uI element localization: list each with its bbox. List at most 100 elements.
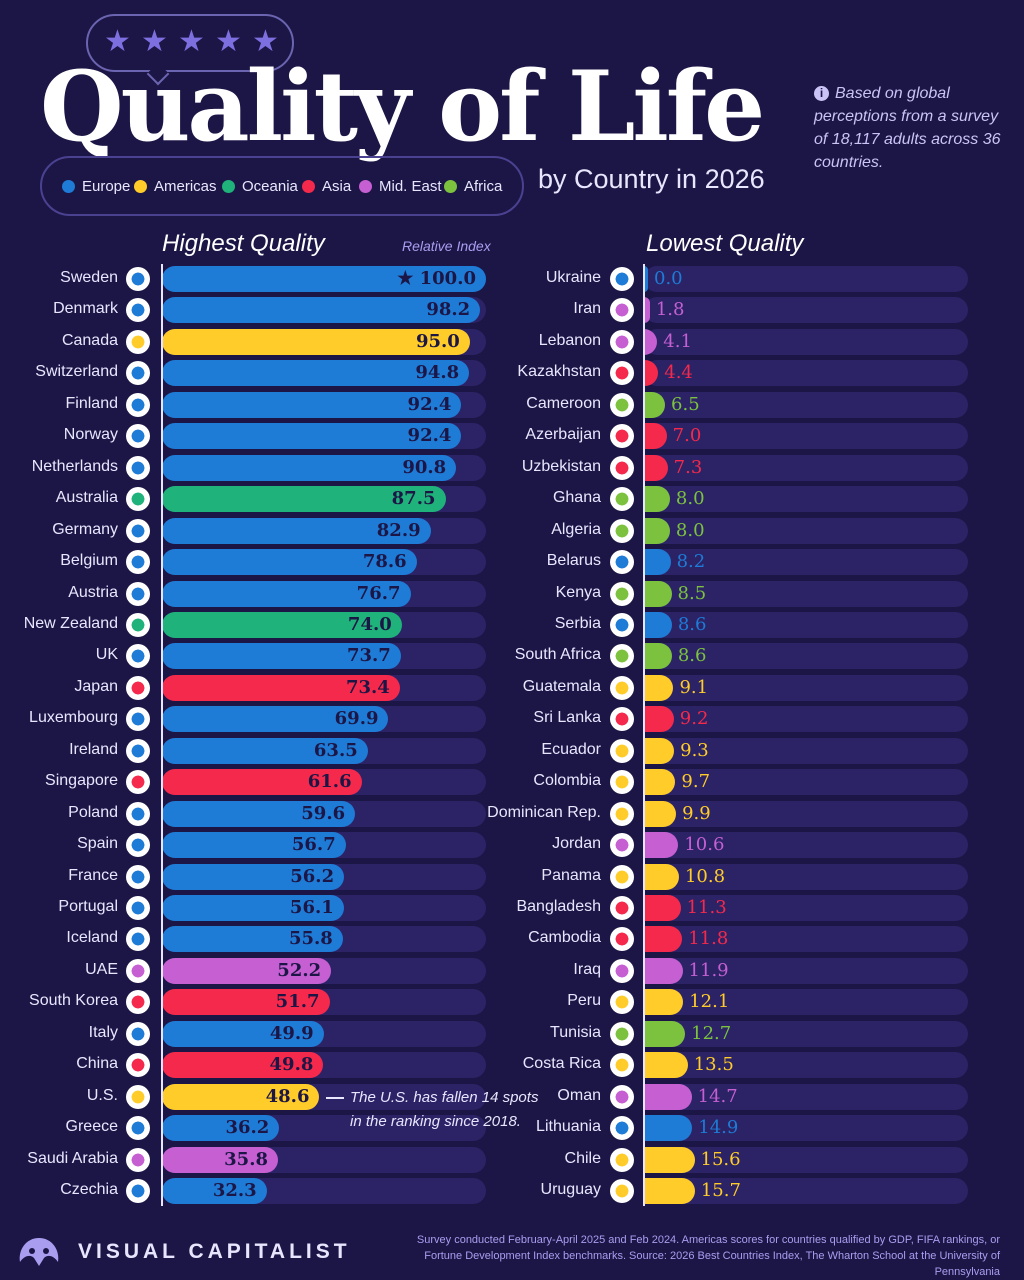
value-label-belarus: 8.2 bbox=[676, 551, 706, 573]
country-label-colombia: Colombia bbox=[533, 772, 601, 790]
country-label-poland: Poland bbox=[68, 803, 118, 821]
value-label-poland: 59.6 bbox=[301, 802, 346, 824]
value-label-new-zealand: 74.0 bbox=[347, 613, 392, 635]
value-label-kazakhstan: 4.4 bbox=[664, 362, 693, 384]
flag-icon bbox=[126, 707, 150, 732]
value-label-peru: 12.1 bbox=[689, 991, 730, 1013]
flag-icon bbox=[610, 1116, 634, 1141]
country-label-tunisia: Tunisia bbox=[550, 1023, 601, 1041]
flag-icon bbox=[610, 424, 634, 449]
flag-icon bbox=[610, 298, 634, 323]
bar-track bbox=[644, 1083, 968, 1110]
bar-algeria bbox=[644, 517, 670, 544]
bar-track bbox=[644, 832, 968, 859]
value-label-ghana: 8.0 bbox=[675, 488, 705, 510]
value-label-austria: 76.7 bbox=[356, 582, 401, 604]
flag-icon bbox=[610, 361, 634, 386]
flag-icon bbox=[126, 487, 150, 512]
flag-icon bbox=[610, 833, 634, 858]
value-label-saudi-arabia: 35.8 bbox=[224, 1148, 268, 1170]
bar-track bbox=[644, 863, 968, 890]
bar-sweden bbox=[162, 266, 486, 292]
flag-icon bbox=[610, 329, 634, 354]
country-label-panama: Panama bbox=[541, 866, 601, 884]
bar-portugal bbox=[162, 895, 344, 921]
value-label-cambodia: 11.8 bbox=[688, 928, 729, 950]
value-label-cameroon: 6.5 bbox=[671, 393, 700, 415]
legend-label: Americas bbox=[154, 178, 217, 195]
country-label-ireland: Ireland bbox=[69, 740, 118, 758]
legend-item-asia: Asia bbox=[302, 178, 351, 195]
legend-label: Europe bbox=[82, 178, 131, 195]
bar-austria bbox=[162, 580, 411, 607]
bar-cameroon bbox=[644, 391, 666, 418]
country-label-austria: Austria bbox=[68, 583, 118, 601]
country-label-uzbekistan: Uzbekistan bbox=[521, 457, 601, 475]
star-icon: ★ bbox=[178, 25, 205, 58]
bar-sri-lanka bbox=[644, 706, 674, 733]
bar-guatemala bbox=[644, 674, 674, 701]
bar-track bbox=[644, 957, 968, 984]
bar-oman bbox=[644, 1083, 692, 1110]
flag-icon bbox=[610, 675, 634, 700]
country-label-japan: Japan bbox=[74, 677, 118, 695]
country-label-australia: Australia bbox=[55, 489, 118, 507]
bar-track bbox=[644, 360, 968, 387]
country-label-ecuador: Ecuador bbox=[541, 740, 601, 758]
bar-costa-rica bbox=[644, 1052, 688, 1079]
flag-icon bbox=[126, 1021, 150, 1046]
country-label-bangladesh: Bangladesh bbox=[516, 898, 601, 915]
bar-uk bbox=[162, 643, 401, 670]
legend-item-americas: Americas bbox=[134, 178, 217, 195]
country-label-sweden: Sweden bbox=[60, 269, 118, 286]
lowest-heading: Lowest Quality bbox=[646, 230, 804, 257]
survey-note: i Based on global perceptions from a surv… bbox=[814, 82, 1014, 174]
value-label-uk: 73.7 bbox=[346, 645, 391, 667]
bar-iraq bbox=[644, 957, 683, 984]
value-label-singapore: 61.6 bbox=[307, 771, 352, 793]
country-label-italy: Italy bbox=[88, 1023, 118, 1041]
value-label-sri-lanka: 9.2 bbox=[679, 708, 709, 730]
bar-ecuador bbox=[644, 737, 675, 764]
flag-icon bbox=[610, 518, 634, 543]
value-label-iran: 1.8 bbox=[655, 299, 685, 321]
bar-switzerland bbox=[162, 360, 470, 387]
value-label-lebanon: 4.1 bbox=[663, 330, 692, 352]
us-annotation: The U.S. has fallen 14 spots in the rank… bbox=[350, 1089, 539, 1130]
flag-icon bbox=[126, 990, 150, 1015]
bar-tunisia bbox=[644, 1020, 686, 1047]
value-label-japan: 73.4 bbox=[345, 676, 390, 698]
country-label-cameroon: Cameroon bbox=[526, 394, 601, 412]
country-label-belgium: Belgium bbox=[60, 552, 118, 570]
bar-track bbox=[644, 1146, 968, 1173]
country-label-lebanon: Lebanon bbox=[538, 331, 601, 349]
stars-bubble: ★ ★ ★ ★ ★ bbox=[86, 14, 294, 72]
country-label-kenya: Kenya bbox=[555, 583, 601, 601]
star-icon: ★ bbox=[141, 25, 168, 58]
flag-icon bbox=[126, 770, 150, 795]
flag-icon bbox=[610, 455, 634, 480]
bar-track bbox=[644, 423, 968, 450]
flag-icon bbox=[126, 424, 150, 449]
page-title: Quality of Life bbox=[40, 50, 765, 163]
legend-label: Africa bbox=[464, 178, 503, 195]
flag-icon bbox=[610, 738, 634, 763]
legend-swatch bbox=[134, 180, 147, 193]
value-label-oman: 14.7 bbox=[697, 1085, 738, 1107]
country-label-germany: Germany bbox=[52, 520, 118, 538]
bar-denmark bbox=[162, 297, 481, 324]
country-label-azerbaijan: Azerbaijan bbox=[525, 426, 601, 444]
value-label-greece: 36.2 bbox=[225, 1117, 270, 1139]
value-label-spain: 56.7 bbox=[291, 834, 336, 856]
country-label-uae: UAE bbox=[85, 960, 118, 978]
flag-icon bbox=[610, 392, 634, 417]
bar-track bbox=[644, 1178, 968, 1205]
value-label-azerbaijan: 7.0 bbox=[672, 425, 702, 447]
bar-italy bbox=[162, 1020, 324, 1047]
flag-icon bbox=[610, 770, 634, 795]
flag-icon bbox=[610, 644, 634, 669]
bar-singapore bbox=[162, 769, 362, 796]
country-label-greece: Greece bbox=[65, 1118, 118, 1136]
bar-australia bbox=[162, 486, 446, 513]
